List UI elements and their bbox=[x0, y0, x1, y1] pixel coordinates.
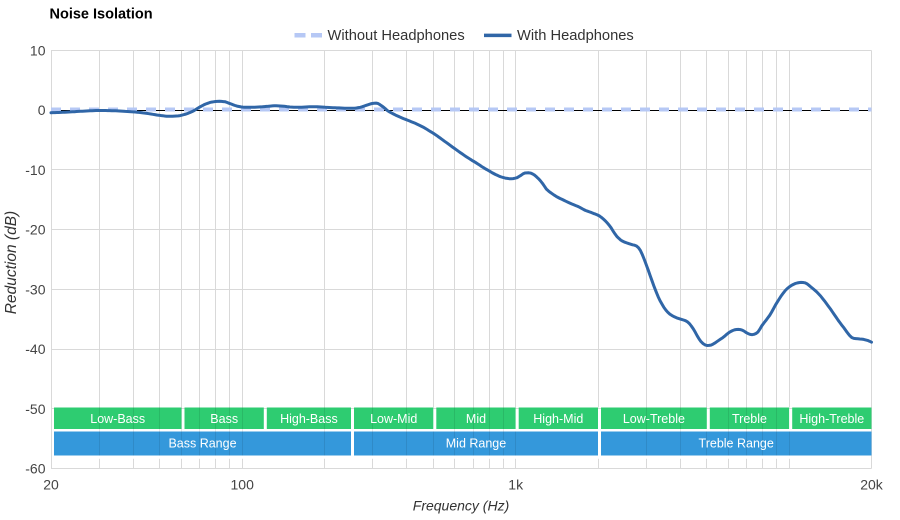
svg-text:-20: -20 bbox=[25, 222, 45, 238]
svg-text:Bass: Bass bbox=[210, 412, 238, 426]
svg-text:Treble Range: Treble Range bbox=[699, 437, 774, 451]
svg-text:Mid: Mid bbox=[466, 412, 486, 426]
svg-text:Reduction (dB): Reduction (dB) bbox=[3, 211, 20, 314]
svg-text:0: 0 bbox=[38, 102, 46, 118]
svg-text:10: 10 bbox=[30, 42, 46, 58]
svg-text:High-Treble: High-Treble bbox=[799, 412, 864, 426]
svg-text:Low-Bass: Low-Bass bbox=[90, 412, 145, 426]
svg-text:1k: 1k bbox=[508, 476, 524, 492]
svg-text:High-Bass: High-Bass bbox=[280, 412, 338, 426]
svg-text:100: 100 bbox=[231, 476, 255, 492]
svg-text:With Headphones: With Headphones bbox=[517, 28, 634, 44]
svg-text:Bass Range: Bass Range bbox=[168, 437, 236, 451]
svg-text:Without Headphones: Without Headphones bbox=[328, 28, 465, 44]
svg-text:-50: -50 bbox=[25, 401, 45, 417]
svg-text:Low-Mid: Low-Mid bbox=[370, 412, 417, 426]
svg-text:-30: -30 bbox=[25, 281, 45, 297]
svg-text:Frequency (Hz): Frequency (Hz) bbox=[413, 498, 509, 514]
svg-text:Noise Isolation: Noise Isolation bbox=[50, 7, 153, 23]
svg-text:High-Mid: High-Mid bbox=[533, 412, 583, 426]
svg-text:-60: -60 bbox=[25, 461, 45, 477]
svg-text:20: 20 bbox=[43, 476, 59, 492]
svg-text:Low-Treble: Low-Treble bbox=[623, 412, 685, 426]
svg-text:Mid Range: Mid Range bbox=[446, 437, 506, 451]
svg-text:-10: -10 bbox=[25, 162, 45, 178]
svg-text:20k: 20k bbox=[860, 476, 884, 492]
svg-text:Treble: Treble bbox=[732, 412, 767, 426]
svg-text:-40: -40 bbox=[25, 341, 45, 357]
